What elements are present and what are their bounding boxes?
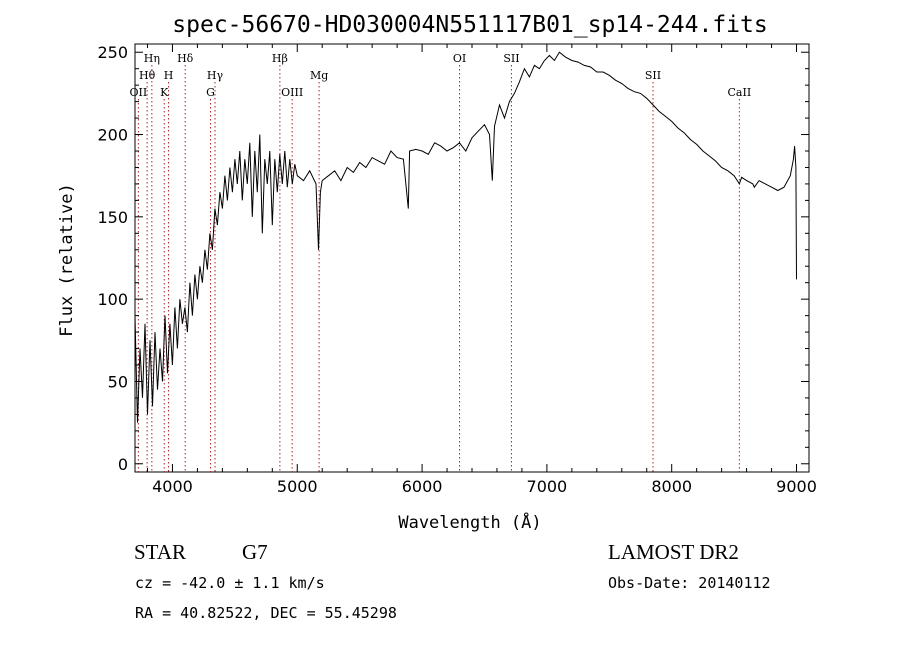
spectral-line-label: OIII — [281, 86, 303, 99]
spectral-line-label: OII — [130, 86, 148, 99]
y-tick-label: 150 — [97, 208, 128, 227]
y-tick-label: 250 — [97, 43, 128, 62]
spectral-line-label: K — [160, 86, 169, 99]
x-axis-label: Wavelength (Å) — [398, 511, 541, 533]
spectral-line-label: Hβ — [272, 52, 288, 65]
obs-date: Obs-Date: 20140112 — [608, 574, 771, 592]
chart-title: spec-56670-HD030004N551117B01_sp14-244.f… — [172, 12, 767, 38]
x-tick-label: 7000 — [527, 477, 568, 496]
axis-ticks: 4000 5000 6000 7000 8000 9000 0 50 100 150 200 250 — [97, 43, 816, 496]
plot-frame — [134, 43, 810, 473]
y-tick-label: 200 — [97, 126, 128, 145]
spectral-line-label: SII — [645, 69, 661, 82]
y-tick-label: 100 — [97, 290, 128, 309]
y-tick-label: 0 — [118, 455, 128, 474]
coordinates: RA = 40.82522, DEC = 55.45298 — [135, 604, 397, 622]
x-tick-label: 5000 — [277, 477, 318, 496]
x-tick-label: 8000 — [651, 477, 692, 496]
x-tick-label: 6000 — [402, 477, 443, 496]
x-tick-label: 9000 — [776, 477, 817, 496]
spectral-line-label: Hθ — [139, 69, 156, 82]
spectral-line-label: Hη — [144, 52, 160, 65]
redshift-info: cz = -42.0 ± 1.1 km/s — [135, 574, 325, 592]
spectral-line-label: Hγ — [207, 69, 224, 82]
x-tick-label: 4000 — [152, 477, 193, 496]
spectral-line-label: G — [206, 86, 215, 99]
spectral-line-label: CaII — [728, 86, 752, 99]
y-axis-label: Flux (relative) — [57, 183, 77, 337]
spectral-line-label: SII — [503, 52, 519, 65]
object-type: STAR — [134, 540, 186, 564]
spectral-line-label: H — [164, 69, 174, 82]
spectral-line-label: Hδ — [177, 52, 194, 65]
y-tick-label: 50 — [108, 372, 128, 391]
survey-name: LAMOST DR2 — [608, 540, 739, 564]
spectral-line-label: Mg — [310, 69, 328, 82]
subclass: G7 — [242, 540, 268, 564]
spectrum-line — [134, 51, 797, 423]
spectral-line-label: OI — [453, 52, 466, 65]
